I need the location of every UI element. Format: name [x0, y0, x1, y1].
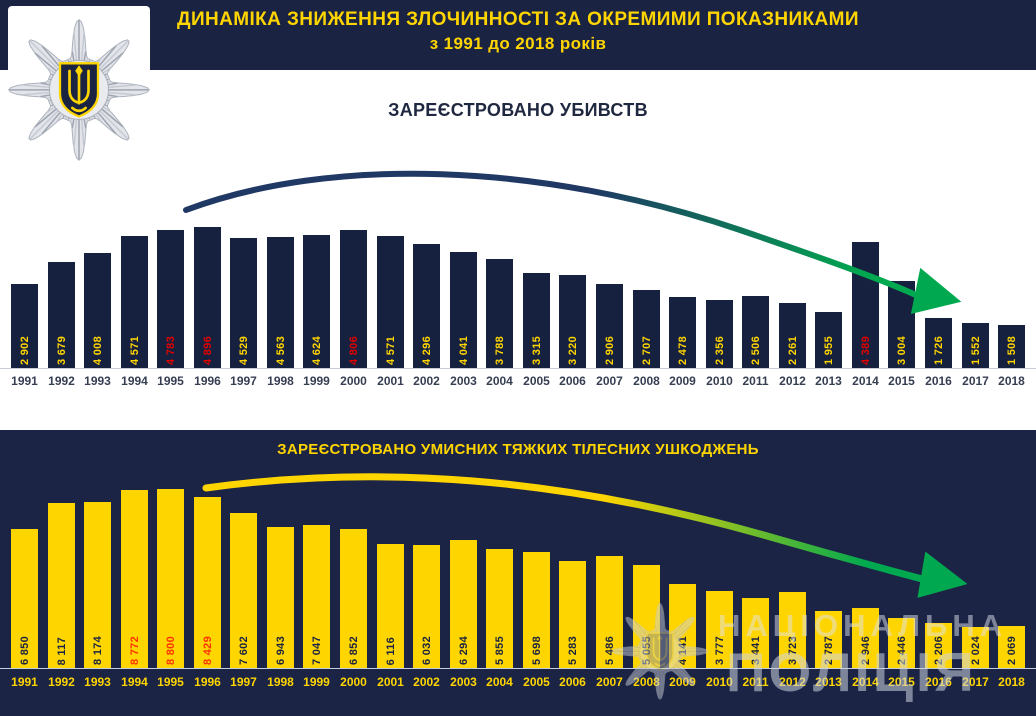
injuries-chart: ЗАРЕЄСТРОВАНО УМИСНИХ ТЯЖКИХ ТІЛЕСНИХ УШ… — [0, 430, 1036, 716]
main-title: ДИНАМІКА ЗНИЖЕННЯ ЗЛОЧИННОСТІ ЗА ОКРЕМИМ… — [177, 9, 859, 30]
year-label-2000: 2000 — [340, 374, 367, 388]
bar-2011: 3 441 — [742, 598, 769, 668]
year-label-1999: 1999 — [303, 675, 330, 689]
bar-2016: 1 726 — [925, 318, 952, 368]
year-label-2009: 2009 — [669, 675, 696, 689]
bar-2010: 3 777 — [706, 591, 733, 668]
year-label-2014: 2014 — [852, 675, 879, 689]
year-label-2012: 2012 — [779, 675, 806, 689]
bar-2013: 1 955 — [815, 312, 842, 368]
year-label-2018: 2018 — [998, 675, 1025, 689]
bar-1991: 2 902 — [11, 284, 38, 368]
murders-chart-title: ЗАРЕЄСТРОВАНО УБИВСТВ — [388, 100, 648, 120]
x-axis-line — [0, 668, 1036, 669]
bar-1993: 8 174 — [84, 502, 111, 668]
bar-1994: 8 772 — [121, 490, 148, 668]
murders-chart: ЗАРЕЄСТРОВАНО УБИВСТВ 2 902 3 679 4 008 4 5… — [0, 70, 1036, 430]
bar-2013: 2 787 — [815, 611, 842, 668]
year-label-2018: 2018 — [998, 374, 1025, 388]
bar-2011: 2 506 — [742, 296, 769, 368]
bar-2016: 2 206 — [925, 623, 952, 668]
year-label-2003: 2003 — [450, 675, 477, 689]
year-label-2007: 2007 — [596, 675, 623, 689]
year-label-2012: 2012 — [779, 374, 806, 388]
bar-2018: 1 508 — [998, 325, 1025, 368]
year-label-1991: 1991 — [11, 675, 38, 689]
year-label-2004: 2004 — [486, 675, 513, 689]
year-label-2005: 2005 — [523, 374, 550, 388]
year-label-2004: 2004 — [486, 374, 513, 388]
year-label-1996: 1996 — [194, 374, 221, 388]
year-label-1995: 1995 — [157, 374, 184, 388]
subtitle-years-range: з 1991 до 2018 років — [429, 34, 607, 53]
bar-2014: 2 946 — [852, 608, 879, 668]
year-label-2002: 2002 — [413, 374, 440, 388]
year-label-2001: 2001 — [377, 374, 404, 388]
bar-1992: 8 117 — [48, 503, 75, 668]
year-label-2010: 2010 — [706, 675, 733, 689]
year-label-1997: 1997 — [230, 374, 257, 388]
bar-2010: 2 356 — [706, 300, 733, 368]
year-label-1995: 1995 — [157, 675, 184, 689]
header: ДИНАМІКА ЗНИЖЕННЯ ЗЛОЧИННОСТІ ЗА ОКРЕМИМ… — [0, 0, 1036, 70]
year-label-2003: 2003 — [450, 374, 477, 388]
year-label-2013: 2013 — [815, 374, 842, 388]
year-label-1993: 1993 — [84, 374, 111, 388]
year-label-2000: 2000 — [340, 675, 367, 689]
year-label-2015: 2015 — [888, 675, 915, 689]
year-label-1991: 1991 — [11, 374, 38, 388]
year-label-2006: 2006 — [559, 675, 586, 689]
bar-1995: 8 800 — [157, 489, 184, 668]
bar-2015: 2 446 — [888, 618, 915, 668]
year-label-2007: 2007 — [596, 374, 623, 388]
bar-2008: 2 707 — [633, 290, 660, 368]
year-label-2008: 2008 — [633, 675, 660, 689]
year-label-1993: 1993 — [84, 675, 111, 689]
bar-1995: 4 783 — [157, 230, 184, 368]
year-label-2013: 2013 — [815, 675, 842, 689]
bar-1991: 6 850 — [11, 529, 38, 668]
year-label-2015: 2015 — [888, 374, 915, 388]
bar-1993: 4 008 — [84, 253, 111, 368]
year-label-1998: 1998 — [267, 374, 294, 388]
year-label-2008: 2008 — [633, 374, 660, 388]
year-label-2014: 2014 — [852, 374, 879, 388]
injuries-chart-title: ЗАРЕЄСТРОВАНО УМИСНИХ ТЯЖКИХ ТІЛЕСНИХ УШ… — [277, 441, 759, 458]
bar-2012: 2 261 — [779, 303, 806, 368]
year-label-2010: 2010 — [706, 374, 733, 388]
year-label-1992: 1992 — [48, 675, 75, 689]
year-label-1994: 1994 — [121, 374, 148, 388]
year-label-2016: 2016 — [925, 374, 952, 388]
year-label-2017: 2017 — [962, 675, 989, 689]
bar-1992: 3 679 — [48, 262, 75, 368]
year-label-1997: 1997 — [230, 675, 257, 689]
bar-2018: 2 069 — [998, 626, 1025, 668]
police-star-icon — [8, 18, 150, 161]
year-label-2011: 2011 — [742, 374, 769, 388]
year-label-2001: 2001 — [377, 675, 404, 689]
bar-1994: 4 571 — [121, 236, 148, 368]
x-axis-line — [0, 368, 1036, 369]
year-label-2005: 2005 — [523, 675, 550, 689]
year-label-1996: 1996 — [194, 675, 221, 689]
year-label-1994: 1994 — [121, 675, 148, 689]
year-label-1992: 1992 — [48, 374, 75, 388]
bar-2012: 3 723 — [779, 592, 806, 668]
year-label-1999: 1999 — [303, 374, 330, 388]
year-label-2002: 2002 — [413, 675, 440, 689]
year-label-2017: 2017 — [962, 374, 989, 388]
year-label-2016: 2016 — [925, 675, 952, 689]
bar-2017: 2 024 — [962, 627, 989, 668]
year-label-2006: 2006 — [559, 374, 586, 388]
year-label-2009: 2009 — [669, 374, 696, 388]
police-badge — [8, 6, 150, 170]
bar-2009: 2 478 — [669, 297, 696, 368]
year-label-1998: 1998 — [267, 675, 294, 689]
bar-2017: 1 552 — [962, 323, 989, 368]
year-label-2011: 2011 — [742, 675, 769, 689]
